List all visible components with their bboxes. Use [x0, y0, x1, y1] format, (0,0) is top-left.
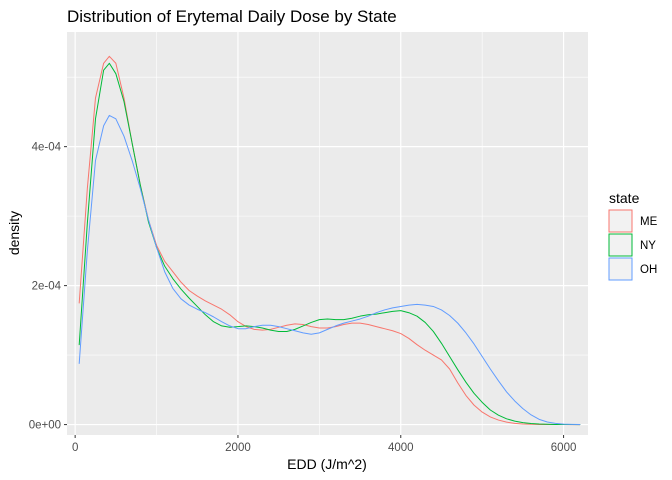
- legend-label-oh: OH: [640, 264, 657, 276]
- x-tick-label-0: 0: [72, 442, 78, 454]
- x-tick-label-1: 2000: [225, 442, 251, 454]
- legend-title: state: [609, 190, 640, 206]
- legend-key-oh: [608, 257, 633, 281]
- legend-label-me: ME: [640, 216, 658, 228]
- y-tick-label-0: 0e+00: [29, 420, 61, 432]
- grid-major: [67, 32, 588, 435]
- grid-minor: [67, 32, 588, 435]
- x-axis-title: EDD (J/m^2): [287, 456, 367, 472]
- chart-title: Distribution of Erytemal Daily Dose by S…: [67, 7, 397, 26]
- y-axis-title: density: [6, 211, 22, 255]
- plot-panel: [67, 32, 588, 435]
- legend-key-ny: [608, 233, 633, 257]
- series-line-oh: [78, 114, 581, 426]
- series-line-me: [78, 55, 581, 426]
- series-line-ny: [78, 62, 581, 426]
- series-layer: [78, 55, 581, 426]
- y-tick-label-1: 2e-04: [32, 281, 62, 293]
- y-tick-label-2: 4e-04: [32, 142, 62, 154]
- x-tick-label-2: 4000: [388, 442, 414, 454]
- x-tick-label-3: 6000: [551, 442, 577, 454]
- legend: state ME NY OH: [608, 190, 658, 281]
- legend-key-me: [608, 209, 633, 233]
- legend-label-ny: NY: [640, 240, 656, 252]
- tick-layer: 0 2000 4000 6000 0e+00 2e-04 4e-04: [29, 142, 577, 454]
